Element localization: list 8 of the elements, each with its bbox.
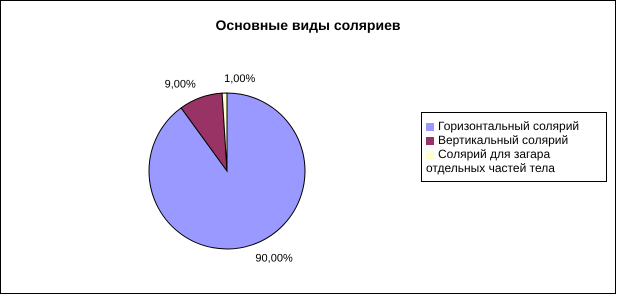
legend-label: Вертикальный солярий (438, 133, 568, 147)
data-label: 9,00% (164, 78, 196, 90)
data-label: 90,00% (255, 252, 293, 264)
pie-slice (148, 92, 306, 250)
legend-label: Солярий для загара отдельных частей тела (426, 147, 555, 175)
chart-title: Основные виды соляриев (216, 17, 401, 33)
legend-label: Горизонтальный солярий (438, 119, 580, 133)
data-label: 1,00% (224, 73, 256, 86)
